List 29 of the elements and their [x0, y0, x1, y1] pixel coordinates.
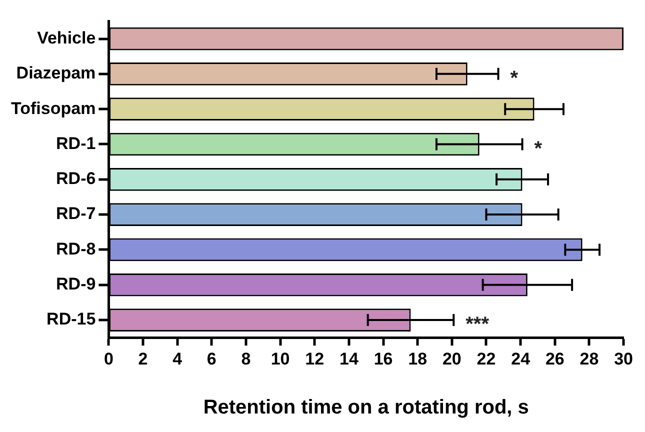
- y-tick-label: RD-15: [46, 310, 96, 329]
- x-tick-label: 6: [206, 349, 216, 368]
- x-tick-label: 30: [614, 349, 634, 368]
- annotation: ***: [466, 314, 490, 336]
- x-tick-label: 4: [172, 349, 183, 368]
- x-tick-label: 22: [476, 349, 496, 368]
- x-tick-label: 18: [408, 349, 428, 368]
- y-tick-label: RD-6: [56, 169, 96, 188]
- x-tick-label: 0: [104, 349, 114, 368]
- y-tick-label: Vehicle: [37, 28, 96, 48]
- x-tick-label: 10: [270, 349, 290, 368]
- y-tick-label: Tofisopam: [10, 98, 96, 118]
- x-tick-label: 14: [339, 349, 359, 368]
- annotation: *: [534, 138, 542, 160]
- x-tick-label: 16: [374, 349, 393, 368]
- y-tick-label: Diazepam: [16, 64, 96, 83]
- x-axis-title: Retention time on a rotating rod, s: [203, 396, 529, 419]
- x-tick-label: 12: [305, 349, 324, 368]
- y-tick-label: RD-7: [56, 204, 96, 224]
- y-tick-label: RD-9: [56, 274, 96, 294]
- y-tick-label: RD-1: [56, 134, 96, 153]
- annotation: *: [510, 67, 518, 90]
- x-tick-label: 20: [442, 349, 462, 368]
- y-tick-label: RD-8: [56, 239, 96, 258]
- x-tick-label: 24: [511, 349, 531, 368]
- x-tick-label: 2: [138, 349, 148, 368]
- x-tick-label: 26: [545, 349, 564, 368]
- x-tick-label: 28: [580, 349, 599, 368]
- x-tick-label: 8: [241, 349, 251, 368]
